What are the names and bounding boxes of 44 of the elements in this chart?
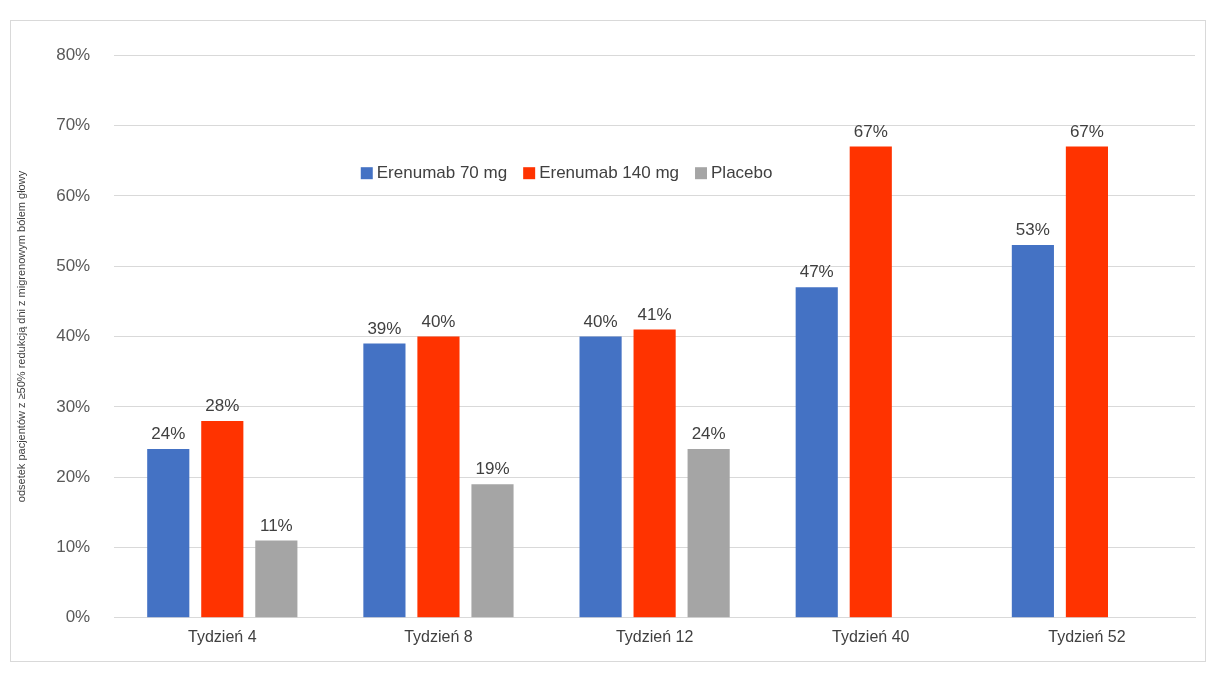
y-tick-label: 70% (56, 115, 91, 135)
y-tick-label: 0% (65, 607, 91, 627)
bar (147, 449, 190, 618)
data-label: 28% (205, 396, 240, 416)
x-tick-label: Tydzień 8 (404, 627, 473, 645)
y-tick-label: 50% (56, 255, 91, 275)
y-tick-label: 30% (56, 396, 91, 416)
x-tick-label: Tydzień 4 (188, 627, 257, 645)
bar (633, 329, 676, 618)
y-tick-label: 20% (56, 466, 91, 486)
x-tick-label: Tydzień 40 (832, 627, 910, 645)
bar (1065, 146, 1108, 618)
legend-label: Placebo (711, 162, 773, 182)
data-label: 40% (583, 311, 618, 331)
bar (1011, 245, 1054, 618)
data-label: 19% (475, 459, 510, 479)
bar (471, 484, 514, 618)
legend-label: Erenumab 140 mg (539, 162, 680, 182)
y-tick-label: 60% (56, 185, 91, 205)
bar (579, 336, 622, 618)
y-tick-label: 40% (56, 326, 91, 346)
data-label: 41% (637, 304, 672, 324)
y-tick-label: 10% (56, 537, 91, 557)
data-label: 40% (421, 311, 456, 331)
data-label: 39% (367, 318, 402, 338)
data-label: 53% (1015, 220, 1050, 240)
bar (417, 336, 460, 618)
data-label: 67% (1069, 121, 1104, 141)
bar (849, 146, 892, 618)
legend-label: Erenumab 70 mg (376, 162, 508, 182)
bar (255, 540, 298, 618)
data-label: 67% (853, 121, 888, 141)
data-label: 24% (691, 424, 726, 444)
bar (201, 420, 244, 618)
bar (795, 287, 838, 618)
y-axis-title: odsetek pacjentów z ≥50% redukcją dni z migrenowym bólem głowy (14, 170, 27, 503)
data-label: 24% (151, 424, 186, 444)
x-tick-label: Tydzień 52 (1048, 627, 1126, 645)
data-label: 47% (799, 262, 834, 282)
x-tick-label: Tydzień 12 (615, 627, 694, 645)
bar (687, 449, 730, 618)
y-tick-label: 80% (56, 44, 91, 64)
bar (363, 343, 406, 618)
data-label: 11% (259, 515, 293, 535)
